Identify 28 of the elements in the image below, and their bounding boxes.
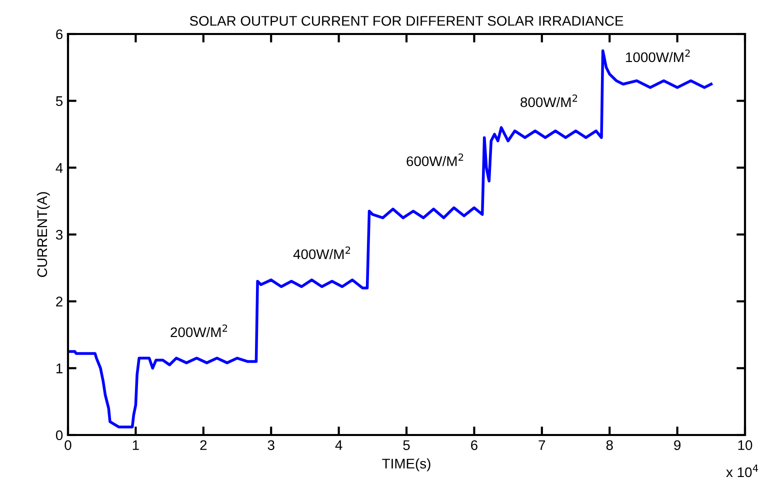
y-tick-label: 2	[56, 296, 62, 306]
y-tick-label: 0	[56, 430, 63, 440]
text: x 10$^{4}$	[726, 464, 758, 478]
x-tick-label: 2	[200, 440, 207, 450]
annotation: 800W/M$^{2}$	[520, 94, 578, 108]
x-tick-label: 8	[606, 440, 613, 450]
x-tick-label: 1	[132, 440, 139, 450]
y-tick-label: 1	[56, 364, 62, 374]
chart-title: SOLAR OUTPUT CURRENT FOR DIFFERENT SOLAR IRRADIANCE	[190, 16, 624, 26]
annotation: 600W/M$^{2}$	[406, 153, 464, 166]
y-tick-label: 4	[56, 163, 63, 173]
x-tick-label: 6	[471, 440, 478, 450]
x-tick-label: 10	[738, 440, 752, 450]
y-tick-label: 3	[56, 230, 63, 240]
line-series	[68, 49, 713, 428]
x-tick-label: 9	[674, 440, 681, 450]
y-axis-title: CURRENT(A)	[36, 192, 50, 277]
x-tick-label: 0	[64, 440, 72, 450]
x-axis-title: TIME(s)	[382, 458, 430, 472]
annotation: 200W/M$^{2}$	[170, 324, 228, 338]
annotation: 1000W/M$^{2}$	[626, 49, 690, 62]
x-tick-label: 7	[538, 440, 546, 450]
x-tick-label: 4	[335, 440, 342, 450]
x-tick-label: 3	[268, 440, 274, 450]
x-tick-label: 5	[403, 440, 410, 450]
annotation: 400W/M$^{2}$	[293, 246, 350, 260]
y-tick-label: 5	[56, 96, 63, 106]
y-tick-label: 6	[56, 29, 63, 40]
